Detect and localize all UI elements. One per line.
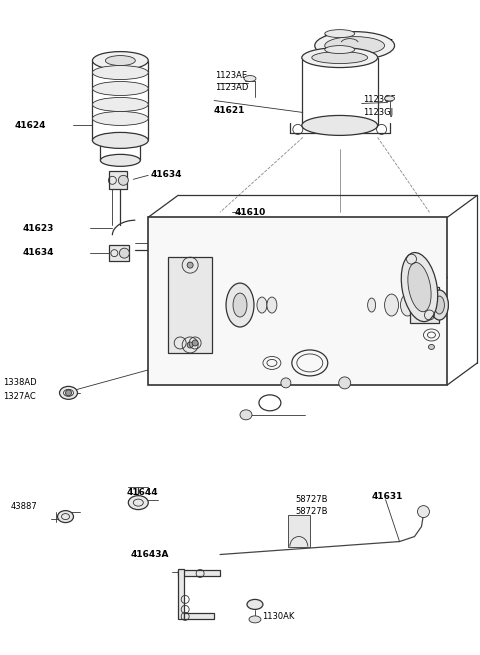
Ellipse shape: [106, 56, 135, 66]
Bar: [148, 217, 447, 385]
Ellipse shape: [384, 96, 395, 101]
Text: 41634: 41634: [23, 248, 54, 257]
Ellipse shape: [431, 290, 448, 320]
Ellipse shape: [400, 294, 415, 316]
Ellipse shape: [302, 115, 378, 136]
Text: 41631: 41631: [372, 492, 403, 501]
Ellipse shape: [93, 98, 148, 111]
Ellipse shape: [249, 616, 261, 623]
Ellipse shape: [93, 132, 148, 149]
Bar: [288, 515, 310, 546]
Circle shape: [187, 262, 193, 268]
Text: 41624: 41624: [15, 121, 46, 130]
Bar: [178, 571, 220, 576]
Ellipse shape: [429, 345, 434, 350]
Text: 41621: 41621: [213, 106, 244, 115]
Bar: [178, 569, 184, 620]
Ellipse shape: [267, 297, 277, 313]
Circle shape: [192, 340, 198, 346]
Circle shape: [187, 342, 193, 348]
Circle shape: [65, 390, 72, 396]
Ellipse shape: [58, 511, 73, 523]
Text: 58727B: 58727B: [296, 507, 328, 516]
Ellipse shape: [325, 29, 355, 37]
Text: 1123AE: 1123AE: [215, 71, 247, 80]
Text: 41651: 41651: [418, 271, 449, 280]
Ellipse shape: [384, 294, 398, 316]
Ellipse shape: [100, 155, 140, 166]
Text: 1123AD: 1123AD: [215, 83, 249, 92]
Bar: [168, 257, 212, 353]
Ellipse shape: [325, 46, 355, 54]
Text: 41643A: 41643A: [130, 550, 169, 559]
Text: 41625: 41625: [363, 39, 394, 48]
Ellipse shape: [418, 506, 430, 517]
Ellipse shape: [233, 293, 247, 317]
Ellipse shape: [247, 599, 263, 609]
Ellipse shape: [401, 253, 438, 322]
Text: 1338AD: 1338AD: [3, 379, 36, 387]
Ellipse shape: [339, 377, 351, 389]
Ellipse shape: [119, 176, 128, 185]
Ellipse shape: [128, 496, 148, 510]
Bar: [409, 287, 439, 323]
Ellipse shape: [244, 75, 256, 81]
Ellipse shape: [419, 294, 432, 316]
Text: 43779A: 43779A: [407, 324, 439, 333]
Text: 1327AC: 1327AC: [3, 392, 36, 402]
Ellipse shape: [257, 297, 267, 313]
Ellipse shape: [240, 410, 252, 420]
Ellipse shape: [60, 386, 77, 400]
Text: 58727B: 58727B: [296, 495, 328, 504]
Ellipse shape: [302, 48, 378, 67]
Ellipse shape: [93, 81, 148, 96]
Ellipse shape: [315, 31, 395, 60]
Ellipse shape: [93, 66, 148, 79]
Ellipse shape: [408, 263, 431, 312]
Ellipse shape: [120, 248, 129, 258]
Bar: [184, 613, 214, 620]
Text: 41610: 41610: [235, 208, 266, 217]
Text: 1130AK: 1130AK: [262, 612, 294, 621]
Ellipse shape: [325, 37, 384, 54]
Text: 1123GJ: 1123GJ: [363, 108, 393, 117]
Text: 1068AB: 1068AB: [407, 354, 439, 362]
Ellipse shape: [368, 298, 376, 312]
Text: 43887: 43887: [11, 502, 37, 511]
Text: 41634: 41634: [150, 170, 182, 179]
Bar: [109, 172, 127, 189]
Ellipse shape: [93, 111, 148, 125]
Ellipse shape: [434, 296, 444, 314]
Text: 41623: 41623: [23, 224, 54, 233]
Ellipse shape: [312, 52, 368, 64]
Ellipse shape: [226, 283, 254, 327]
Bar: [109, 245, 129, 261]
Text: 41644: 41644: [126, 488, 158, 497]
Ellipse shape: [434, 294, 448, 316]
Ellipse shape: [93, 52, 148, 69]
Ellipse shape: [281, 378, 291, 388]
Text: 1123GF: 1123GF: [363, 95, 395, 104]
